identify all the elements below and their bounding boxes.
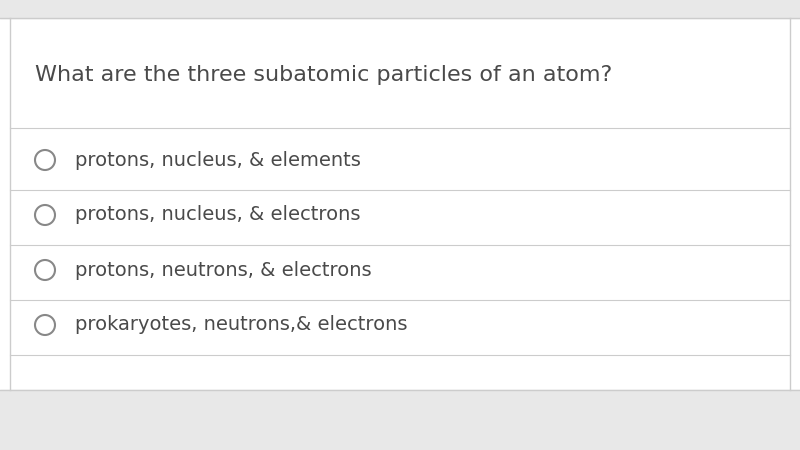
- Text: protons, nucleus, & electrons: protons, nucleus, & electrons: [75, 206, 361, 225]
- Bar: [0, 0, 800, 18]
- Text: What are the three subatomic particles of an atom?: What are the three subatomic particles o…: [35, 65, 612, 85]
- Text: protons, neutrons, & electrons: protons, neutrons, & electrons: [75, 261, 372, 279]
- Bar: [0, 390, 800, 450]
- Text: prokaryotes, neutrons,& electrons: prokaryotes, neutrons,& electrons: [75, 315, 407, 334]
- Text: protons, nucleus, & elements: protons, nucleus, & elements: [75, 150, 361, 170]
